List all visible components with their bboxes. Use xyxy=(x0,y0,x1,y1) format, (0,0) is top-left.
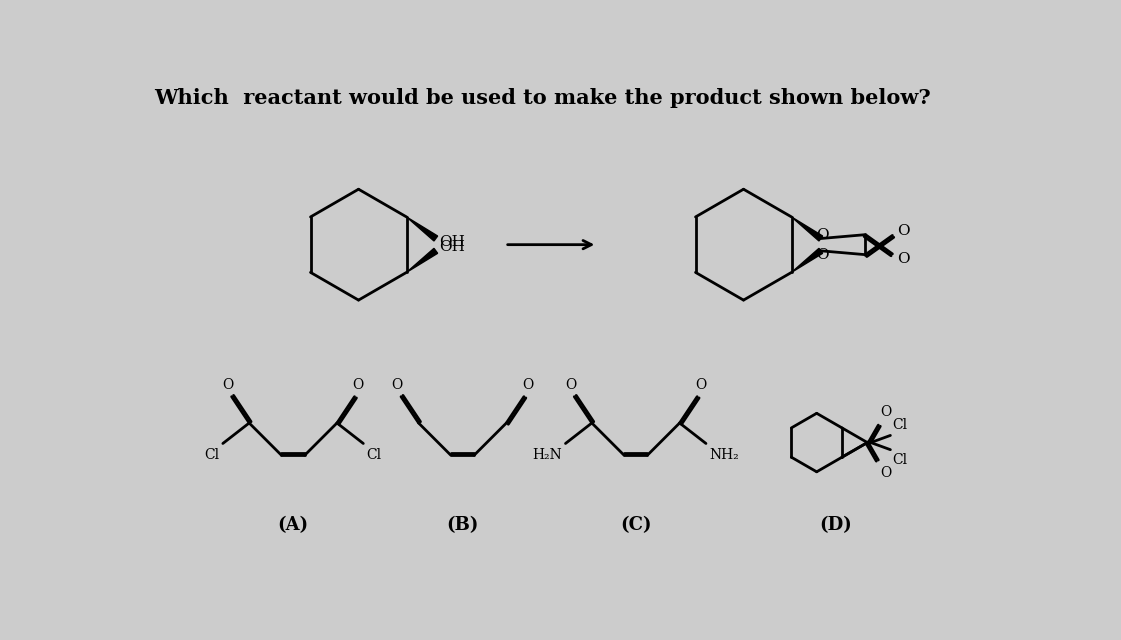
Text: O: O xyxy=(897,224,909,238)
Text: O: O xyxy=(881,405,892,419)
Text: O: O xyxy=(391,378,402,392)
Text: NH₂: NH₂ xyxy=(708,448,739,462)
Text: O: O xyxy=(695,378,706,392)
Text: O: O xyxy=(565,378,576,392)
Polygon shape xyxy=(791,217,823,241)
Text: O: O xyxy=(353,378,364,392)
Polygon shape xyxy=(791,248,823,273)
Text: (A): (A) xyxy=(278,516,308,534)
Polygon shape xyxy=(407,248,437,273)
Text: H₂N: H₂N xyxy=(532,448,563,462)
Text: (B): (B) xyxy=(446,516,479,534)
Text: O: O xyxy=(881,466,892,480)
Text: OH: OH xyxy=(439,240,465,254)
Polygon shape xyxy=(407,217,437,241)
Text: O: O xyxy=(816,228,828,241)
Text: OH: OH xyxy=(439,236,465,250)
Text: O: O xyxy=(222,378,233,392)
Text: O: O xyxy=(522,378,534,392)
Text: Which  reactant would be used to make the product shown below?: Which reactant would be used to make the… xyxy=(155,88,932,108)
Text: Cl: Cl xyxy=(892,419,908,433)
Text: Cl: Cl xyxy=(892,452,908,467)
Text: O: O xyxy=(816,248,828,262)
Text: Cl: Cl xyxy=(205,448,220,462)
Text: (D): (D) xyxy=(819,516,852,534)
Text: (C): (C) xyxy=(620,516,651,534)
Text: O: O xyxy=(897,252,909,266)
Text: Cl: Cl xyxy=(367,448,381,462)
